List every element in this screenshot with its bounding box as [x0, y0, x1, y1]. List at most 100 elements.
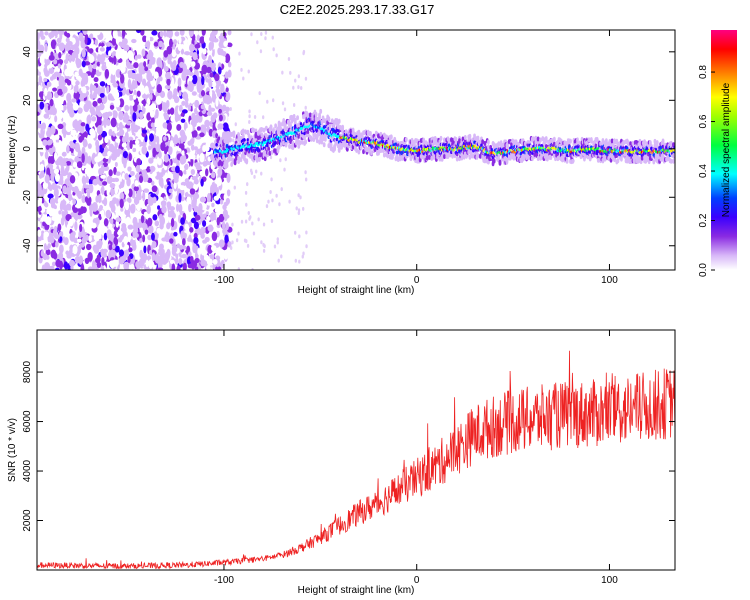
heatmap-cell — [162, 122, 168, 129]
heatmap-cell — [218, 108, 222, 114]
heatmap-cell — [81, 194, 86, 204]
heatmap-cell — [151, 30, 158, 36]
heatmap-cell — [115, 35, 120, 45]
heatmap-cell — [181, 100, 186, 106]
heatmap-cell — [124, 131, 129, 140]
heatmap-cell — [262, 242, 265, 247]
heatmap-cell — [166, 201, 172, 209]
heatmap-cell — [57, 156, 64, 165]
heatmap-cell — [60, 231, 64, 238]
heatmap-cell — [202, 162, 207, 167]
heatmap-cell — [166, 122, 172, 132]
heatmap-cell — [142, 35, 147, 43]
heatmap-cell — [146, 40, 150, 50]
heatmap-cell — [81, 48, 86, 58]
heatmap-cell — [118, 249, 125, 257]
heatmap-cell — [175, 165, 180, 174]
heatmap-cell — [99, 81, 106, 87]
heatmap-cell — [58, 110, 63, 120]
heatmap-cell — [66, 40, 73, 47]
heatmap-cell — [48, 156, 55, 165]
heatmap-cell — [287, 57, 291, 62]
heatmap-cell — [288, 199, 291, 204]
heatmap-cell — [180, 217, 185, 225]
heatmap-cell — [202, 47, 207, 55]
heatmap-cell — [161, 237, 167, 242]
heatmap-cell — [115, 171, 121, 176]
heatmap-cell — [275, 53, 278, 58]
heatmap-cell — [203, 34, 207, 43]
heatmap-cell — [81, 164, 85, 171]
heatmap-cell — [385, 134, 389, 140]
heatmap-cell — [114, 126, 118, 134]
heatmap-cell — [322, 142, 326, 148]
heatmap-cell — [110, 85, 114, 90]
heatmap-cell — [227, 61, 232, 68]
heatmap-cell — [108, 57, 114, 63]
heatmap-cell — [179, 185, 186, 191]
heatmap-cell — [145, 259, 149, 268]
heatmap-cell — [135, 36, 141, 45]
heatmap-cell — [505, 159, 509, 165]
heatmap-cell — [163, 65, 169, 72]
heatmap-cell — [47, 193, 54, 199]
heatmap-cell — [109, 104, 115, 110]
heatmap-cell — [44, 87, 48, 97]
heatmap-cell — [211, 202, 215, 208]
heatmap-cell — [50, 51, 54, 57]
heatmap-cell — [88, 235, 92, 243]
heatmap-cell — [302, 251, 305, 256]
heatmap-cell — [195, 173, 200, 178]
heatmap-cell — [208, 104, 212, 113]
heatmap-cell — [244, 190, 248, 195]
heatmap-cell — [111, 37, 117, 46]
heatmap-cell — [57, 223, 62, 232]
heatmap-cell — [163, 153, 169, 163]
heatmap-cell — [37, 53, 40, 58]
heatmap-cell — [305, 244, 308, 249]
heatmap-cell — [211, 231, 218, 242]
heatmap-cell — [148, 259, 154, 269]
heatmap-cell — [69, 175, 76, 184]
heatmap-cell — [71, 52, 76, 63]
heatmap-cell — [142, 191, 146, 202]
heatmap-cell — [179, 155, 186, 165]
heatmap-cell — [158, 176, 164, 187]
heatmap-cell — [184, 101, 189, 108]
heatmap-cell — [335, 128, 339, 133]
heatmap-cell — [65, 250, 70, 255]
heatmap-cell — [217, 104, 223, 110]
heatmap-cell — [200, 178, 204, 187]
heatmap-cell — [152, 214, 158, 221]
heatmap-cell — [85, 243, 92, 251]
heatmap-cell — [293, 130, 297, 134]
heatmap-cell — [253, 114, 257, 119]
heatmap-cell — [266, 99, 269, 104]
heatmap-cell — [156, 84, 163, 94]
heatmap-cell — [150, 193, 157, 198]
heatmap-cell — [44, 51, 50, 60]
heatmap-cell — [119, 112, 125, 118]
heatmap-cell — [175, 74, 180, 79]
heatmap-cell — [260, 240, 263, 245]
heatmap-cell — [176, 265, 181, 270]
heatmap-cell — [53, 59, 58, 65]
heatmap-cell — [159, 112, 163, 123]
heatmap-cell — [264, 125, 268, 131]
heatmap-cell — [65, 122, 72, 133]
heatmap-cell — [126, 120, 132, 126]
heatmap-cell — [222, 122, 229, 132]
heatmap-cell — [142, 234, 146, 243]
heatmap-cell — [186, 212, 191, 223]
heatmap-cell — [147, 234, 152, 241]
heatmap-cell — [47, 181, 52, 190]
heatmap-cell — [265, 204, 269, 209]
heatmap-cell — [132, 147, 137, 153]
heatmap-cell — [298, 259, 301, 264]
heatmap-cell — [42, 253, 48, 261]
heatmap-cell — [100, 174, 107, 179]
heatmap-cell — [271, 35, 274, 40]
heatmap-cell — [88, 48, 94, 54]
heatmap-cell — [113, 55, 117, 65]
heatmap-cell — [216, 177, 222, 187]
